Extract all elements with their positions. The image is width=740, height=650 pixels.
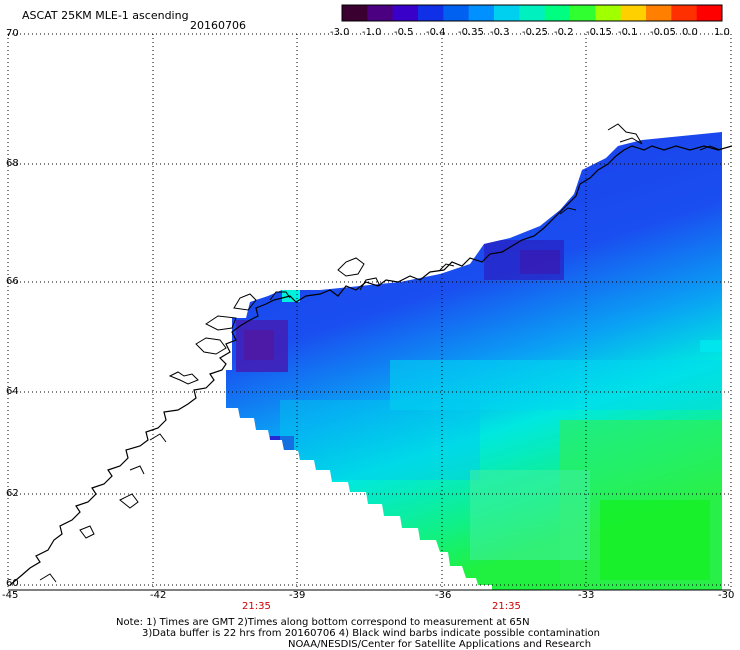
colorbar-swatch [646,5,672,21]
lon-tick-30: -30 [718,590,735,601]
colorbar-label: -0.25 [522,27,548,38]
colorbar-swatch [443,5,470,21]
lon-tick-42: -42 [150,590,167,601]
lat-tick-60: 60 [6,578,19,589]
colorbar-label: 1.0 [714,27,730,38]
colorbar-swatch [570,5,596,21]
colorbar-label: -0.5 [394,27,414,38]
note-line-1: Note: 1) Times are GMT 2)Times along bot… [116,617,530,628]
coastline-details [39,123,721,583]
lat-tick-66: 66 [6,276,19,287]
colorbar-label: -0.1 [618,27,638,38]
lon-tick-33: -33 [578,590,595,601]
colorbar-swatch [595,5,622,21]
colorbar-swatch [620,5,647,21]
colorbar-swatch [544,5,571,21]
colorbar [341,4,723,22]
colorbar-swatch [519,5,546,21]
colorbar-swatch [468,5,495,21]
note-line-3: NOAA/NESDIS/Center for Satellite Applica… [288,639,592,650]
lat-tick-64: 64 [6,386,19,397]
map-date: 20160706 [190,19,246,32]
lon-tick-39: -39 [289,590,306,601]
time-label-east: 21:35 [492,601,521,612]
lon-tick-36: -36 [435,590,452,601]
colorbar-label: -0.2 [554,27,574,38]
colorbar-swatch [671,5,698,21]
swath-data-layer [226,132,722,590]
lon-tick-45: -45 [2,590,19,601]
colorbar-swatch [342,5,368,21]
colorbar-label: 0.0 [682,27,698,38]
note-line-2: 3)Data buffer is 22 hrs from 20160706 4)… [142,628,600,639]
colorbar-swatch [696,5,723,21]
colorbar-swatch [392,5,419,21]
lat-tick-70: 70 [6,28,19,39]
colorbar-label: -0.35 [458,27,484,38]
colorbar-label: -0.15 [586,27,612,38]
colorbar-label: -3.0 [330,27,350,38]
time-label-west: 21:35 [242,601,271,612]
lat-tick-62: 62 [6,488,19,499]
coastline [9,145,733,586]
colorbar-label: -1.0 [362,27,382,38]
colorbar-swatch [494,5,520,21]
colorbar-label: -0.05 [650,27,676,38]
colorbar-border [341,4,723,22]
map-title: ASCAT 25KM MLE-1 ascending [22,9,189,22]
grid-lines [7,33,732,590]
colorbar-label: -0.4 [426,27,446,38]
lat-tick-68: 68 [6,158,19,169]
colorbar-swatch [367,5,394,21]
colorbar-swatch [418,5,444,21]
colorbar-label: -0.3 [490,27,510,38]
